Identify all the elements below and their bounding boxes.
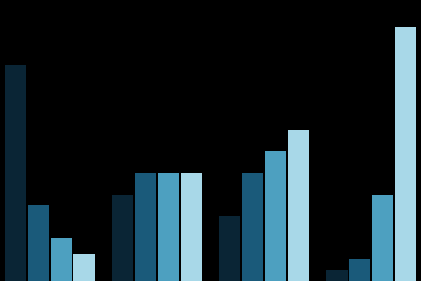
Bar: [349, 259, 370, 281]
Bar: [265, 151, 286, 281]
Bar: [394, 27, 416, 281]
Bar: [28, 205, 49, 281]
Bar: [135, 173, 156, 281]
Bar: [5, 65, 27, 281]
Bar: [326, 270, 347, 281]
Bar: [112, 194, 133, 281]
Bar: [74, 254, 95, 281]
Bar: [158, 173, 179, 281]
Bar: [181, 173, 202, 281]
Bar: [288, 130, 309, 281]
Bar: [242, 173, 263, 281]
Bar: [219, 216, 240, 281]
Bar: [372, 194, 393, 281]
Bar: [51, 238, 72, 281]
